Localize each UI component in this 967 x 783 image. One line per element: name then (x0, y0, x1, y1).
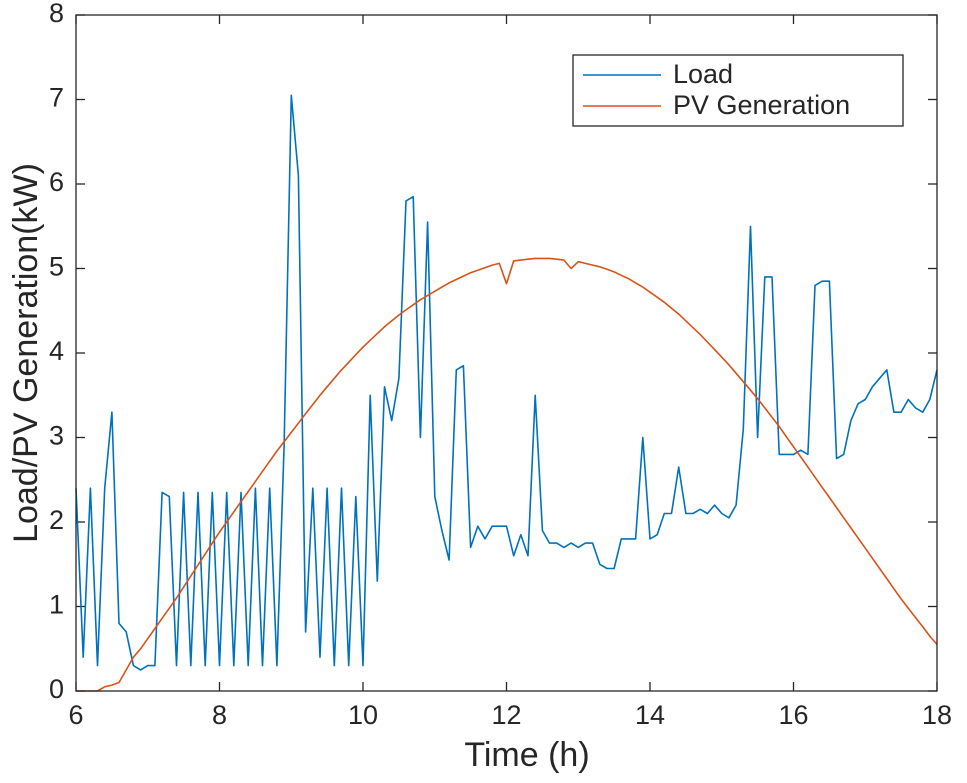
y-tick-label: 7 (49, 83, 64, 113)
y-tick-label: 1 (49, 590, 64, 620)
x-tick-label: 8 (212, 700, 227, 730)
x-tick-label: 16 (778, 700, 808, 730)
legend-label: Load (673, 59, 733, 89)
legend-label: PV Generation (673, 90, 850, 120)
x-tick-label: 14 (635, 700, 665, 730)
y-tick-label: 5 (49, 252, 64, 282)
series-line (76, 257, 938, 692)
x-tick-label: 10 (348, 700, 378, 730)
y-tick-label: 3 (49, 421, 64, 451)
x-tick-label: 18 (922, 700, 952, 730)
y-tick-label: 4 (49, 336, 64, 366)
y-axis-label: Load/PV Generation(kW) (7, 163, 45, 543)
y-tick-label: 0 (49, 674, 64, 704)
y-tick-label: 8 (49, 0, 64, 28)
x-tick-label: 6 (68, 700, 83, 730)
series-line (75, 94, 938, 671)
x-axis-label: Time (h) (464, 736, 589, 774)
y-tick-label: 6 (49, 167, 64, 197)
y-tick-label: 2 (49, 505, 64, 535)
legend-box (572, 54, 904, 127)
plot-frame (75, 14, 938, 692)
x-tick-label: 12 (491, 700, 521, 730)
